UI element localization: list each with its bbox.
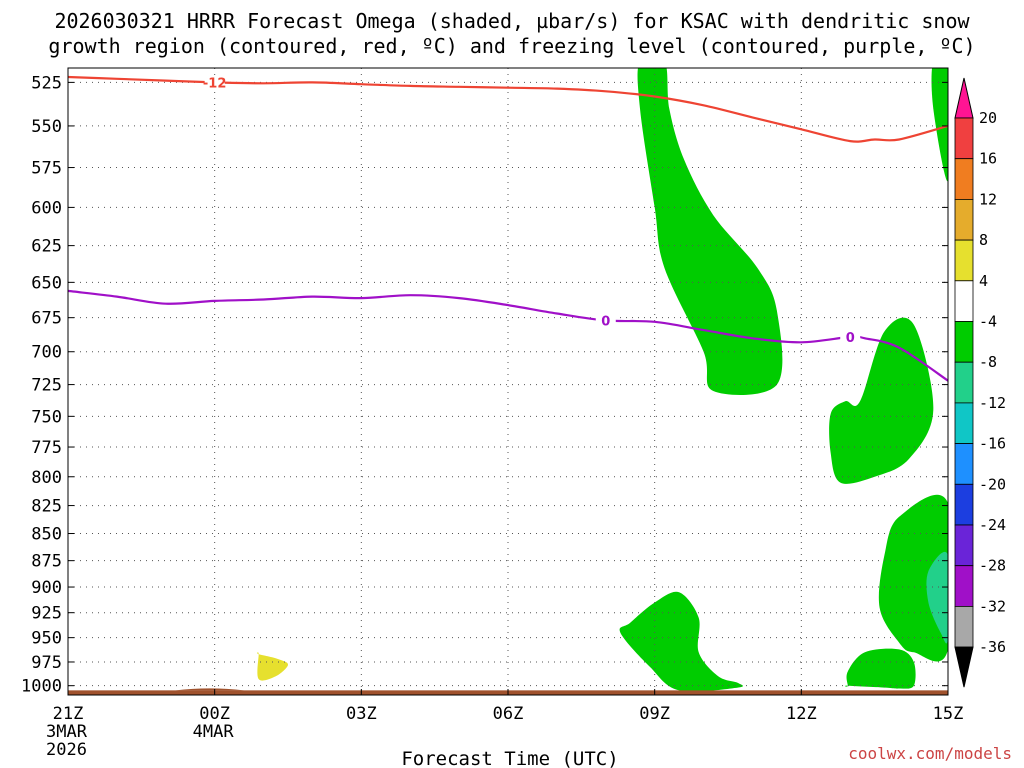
omega-shading — [257, 68, 948, 692]
colorbar-label-11: -28 — [979, 557, 1006, 575]
ytick-label-975: 975 — [31, 653, 62, 673]
colorbar-swatch-1 — [954, 158, 974, 200]
colorbar-label-1: 16 — [979, 150, 997, 168]
y-axis-ticks: 525 550 575 600 625 650 675 700 725 750 775 800 825 8… — [21, 73, 948, 697]
colorbar-swatch-11 — [954, 565, 974, 607]
colorbar-label-5: -4 — [979, 313, 997, 331]
contour-label-1-0: 0 — [601, 314, 610, 329]
grid-lines — [68, 68, 948, 695]
colorbar-label-4: 4 — [979, 272, 988, 290]
omega-region-5 — [845, 648, 916, 689]
colorbar: 20 16 12 8 4 -4 -8 -12 -16 -20 -24 -28 -32 -36 — [954, 77, 1006, 688]
ytick-label-625: 625 — [31, 237, 62, 257]
ytick-label-675: 675 — [31, 309, 62, 329]
xtick-label-03Z: 03Z — [346, 704, 377, 724]
omega-region-0 — [637, 68, 783, 396]
colorbar-bottom-arrow — [954, 646, 974, 688]
xtick-label-15Z: 15Z — [933, 704, 964, 724]
colorbar-swatch-8 — [954, 443, 974, 485]
colorbar-swatch-10 — [954, 524, 974, 567]
colorbar-label-9: -20 — [979, 475, 1006, 493]
contour-label-bg-1-1 — [840, 329, 861, 344]
ytick-label-825: 825 — [31, 497, 62, 517]
contour-labels: -12 0 0 — [203, 75, 861, 346]
omega-region-3 — [926, 552, 948, 644]
ytick-label-525: 525 — [31, 73, 62, 93]
omega-region-2 — [878, 495, 948, 662]
contour-line-0 — [68, 75, 948, 143]
colorbar-label-12: -32 — [979, 597, 1006, 615]
colorbar-label-3: 8 — [979, 231, 988, 249]
ytick-label-950: 950 — [31, 629, 62, 649]
xtick-label-06Z: 06Z — [493, 704, 524, 724]
ytick-label-850: 850 — [31, 525, 62, 545]
contour-label-0-0: -12 — [203, 76, 227, 91]
colorbar-top-arrow — [954, 77, 974, 119]
colorbar-label-6: -8 — [979, 353, 997, 371]
ytick-label-925: 925 — [31, 604, 62, 624]
colorbar-swatch-9 — [954, 483, 974, 526]
omega-region-1 — [829, 317, 934, 484]
colorbar-swatch-4 — [954, 280, 974, 322]
colorbar-swatch-7 — [954, 402, 974, 444]
ytick-label-1000: 1000 — [21, 677, 62, 697]
colorbar-swatch-2 — [954, 198, 974, 241]
credit-text: coolwx.com/models — [848, 744, 1012, 763]
ytick-label-725: 725 — [31, 376, 62, 396]
omega-region-4 — [619, 591, 743, 692]
ytick-label-600: 600 — [31, 198, 62, 218]
xtick-sub-21Z-1: 2026 — [46, 740, 87, 760]
colorbar-swatch-0 — [954, 117, 974, 160]
ytick-label-775: 775 — [31, 438, 62, 458]
ytick-label-800: 800 — [31, 468, 62, 488]
ytick-label-575: 575 — [31, 159, 62, 179]
xtick-label-21Z: 21Z — [53, 704, 84, 724]
ytick-label-900: 900 — [31, 578, 62, 598]
x-axis-label: Forecast Time (UTC) — [401, 748, 618, 768]
colorbar-label-2: 12 — [979, 190, 997, 208]
xtick-label-09Z: 09Z — [639, 704, 670, 724]
contour-label-bg-0-0 — [204, 75, 225, 90]
contour-label-bg-1-0 — [595, 313, 616, 328]
colorbar-swatch-5 — [954, 321, 974, 363]
colorbar-label-0: 20 — [979, 109, 997, 127]
colorbar-swatch-12 — [954, 606, 974, 648]
title-line-2: growth region (contoured, red, ºC) and f… — [48, 34, 975, 58]
title-line-1: 2026030321 HRRR Forecast Omega (shaded, … — [54, 9, 970, 33]
colorbar-swatch-6 — [954, 361, 974, 404]
colorbar-swatch-3 — [954, 239, 974, 282]
colorbar-label-7: -12 — [979, 394, 1006, 412]
xtick-sub-00Z-0: 4MAR — [193, 722, 235, 742]
plot-frame — [67, 67, 949, 696]
ytick-label-875: 875 — [31, 552, 62, 572]
terrain-bump — [175, 688, 244, 691]
contour-line-1 — [68, 289, 948, 382]
ytick-label-750: 750 — [31, 407, 62, 427]
omega-region-7 — [257, 652, 289, 681]
colorbar-label-8: -16 — [979, 435, 1006, 453]
contour-label-1-1: 0 — [846, 331, 855, 346]
colorbar-label-13: -36 — [979, 638, 1006, 656]
xtick-sub-21Z-0: 3MAR — [46, 722, 88, 742]
xtick-label-12Z: 12Z — [786, 704, 817, 724]
xtick-label-00Z: 00Z — [199, 704, 230, 724]
colorbar-label-10: -24 — [979, 516, 1006, 534]
ytick-label-650: 650 — [31, 273, 62, 293]
omega-region-6 — [931, 68, 948, 181]
ytick-label-700: 700 — [31, 343, 62, 363]
ytick-label-550: 550 — [31, 117, 62, 137]
